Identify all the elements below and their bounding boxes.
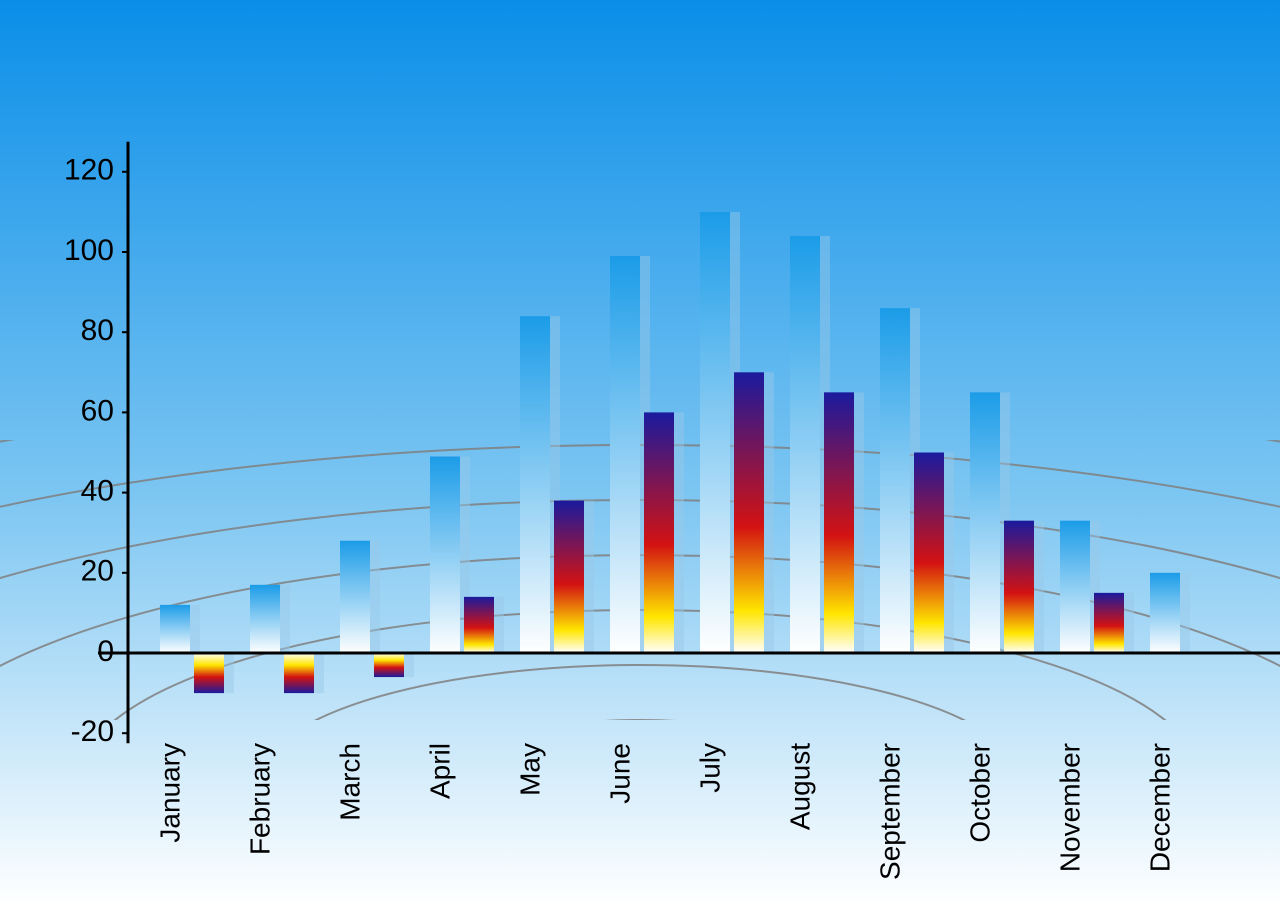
- bar-series_b-9: [1004, 521, 1034, 653]
- xlabel-august: August: [784, 743, 815, 830]
- xlabel-march: March: [334, 743, 365, 821]
- bar-series_b-1: [284, 653, 314, 693]
- bar-series_b-4: [554, 501, 584, 653]
- bar-series_a-7: [790, 236, 820, 653]
- bar-series_a-3: [430, 457, 460, 653]
- chart-svg: -20 0 20 40 60 80 100 120 January February March Ap…: [0, 0, 1280, 905]
- chart-container: -20 0 20 40 60 80 100 120 January February March Ap…: [0, 0, 1280, 905]
- ytick-label-100: 100: [64, 234, 114, 267]
- xlabel-january: January: [154, 743, 185, 843]
- bar-series_a-1: [250, 585, 280, 653]
- bar-series_a-6: [700, 212, 730, 653]
- ytick-label-80: 80: [81, 314, 114, 347]
- bar-series_a-11: [1150, 573, 1180, 653]
- xlabel-december: December: [1144, 743, 1175, 872]
- bar-series_b-3: [464, 597, 494, 653]
- bar-series_a-2: [340, 541, 370, 653]
- ytick-label-0: 0: [97, 635, 114, 668]
- ytick-label-120: 120: [64, 154, 114, 187]
- xlabel-april: April: [424, 743, 455, 799]
- bar-series_a-8: [880, 308, 910, 653]
- bar-series_a-9: [970, 392, 1000, 653]
- bar-series_a-0: [160, 605, 190, 653]
- ytick-label-20: 20: [81, 555, 114, 588]
- xlabel-february: February: [244, 743, 275, 855]
- ytick-label-60: 60: [81, 394, 114, 427]
- xlabel-may: May: [514, 743, 545, 796]
- bar-series_b-6: [734, 372, 764, 653]
- bar-series_b-2: [374, 653, 404, 677]
- xlabel-june: June: [604, 743, 635, 804]
- bar-series_a-5: [610, 256, 640, 653]
- xlabel-july: July: [694, 743, 725, 793]
- bar-series_b-0: [194, 653, 224, 693]
- bar-series_b-7: [824, 392, 854, 653]
- bar-series_b-8: [914, 453, 944, 654]
- bar-series_b-5: [644, 412, 674, 653]
- ytick-label-40: 40: [81, 475, 114, 508]
- xlabel-october: October: [964, 743, 995, 843]
- bar-series_a-4: [520, 316, 550, 653]
- bar-series_a-10: [1060, 521, 1090, 653]
- bar-series_b-10: [1094, 593, 1124, 653]
- ytick-label--20: -20: [71, 715, 114, 748]
- xlabel-september: September: [874, 743, 905, 880]
- xlabel-november: November: [1054, 743, 1085, 872]
